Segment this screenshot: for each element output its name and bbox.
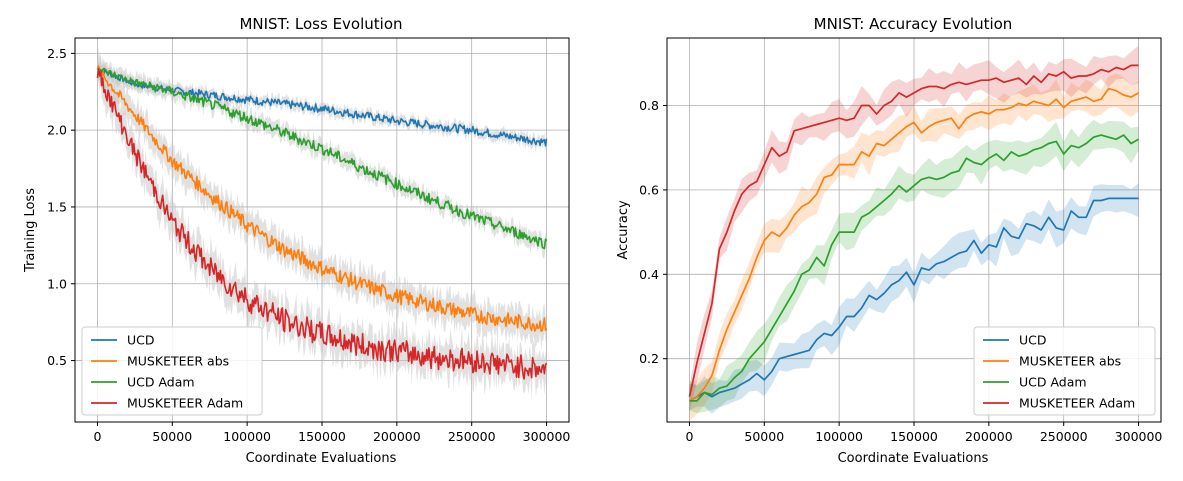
accuracy-x-tick-label: 0 <box>685 429 693 444</box>
loss-x-axis-label: Coordinate Evaluations <box>246 451 397 466</box>
accuracy-series-lines <box>688 64 1139 402</box>
loss-legend-label-musketeer-adam: MUSKETEER Adam <box>127 396 243 411</box>
loss-chart-title: MNIST: Loss Evolution <box>239 15 402 33</box>
accuracy-legend: UCD MUSKETEER abs UCD Adam MUSKETEER Adam <box>973 326 1156 416</box>
loss-line-musketeer-adam <box>96 67 548 380</box>
accuracy-y-tick-label: 0.6 <box>639 182 659 197</box>
loss-y-tick-label: 1.0 <box>47 276 67 291</box>
loss-chart: MNIST: Loss Evolution 0 50000 100000 150000… <box>23 15 570 466</box>
accuracy-line-ucd-adam <box>689 134 1139 402</box>
loss-y-tick-label: 1.5 <box>47 199 67 214</box>
loss-y-tick-label: 2.0 <box>47 123 67 138</box>
loss-y-tick-label: 2.5 <box>47 46 67 61</box>
loss-band-ucd <box>97 61 547 153</box>
accuracy-x-tick-label: 300000 <box>1115 429 1163 444</box>
accuracy-legend-label-ucd-adam: UCD Adam <box>1019 375 1087 390</box>
loss-legend-label-ucd-adam: UCD Adam <box>127 375 195 390</box>
loss-band-ucd-adam <box>97 59 547 259</box>
accuracy-band-ucd <box>689 183 1139 414</box>
loss-x-tick-label: 0 <box>93 429 101 444</box>
accuracy-chart-title: MNIST: Accuracy Evolution <box>814 15 1013 33</box>
loss-x-tick-label: 300000 <box>523 429 571 444</box>
loss-y-ticks: 0.5 1.0 1.5 2.0 2.5 <box>47 46 75 368</box>
accuracy-variance-bands <box>689 45 1139 422</box>
accuracy-line-musketeer-adam <box>688 64 1139 397</box>
accuracy-band-ucd-adam <box>689 119 1139 414</box>
loss-legend-label-ucd: UCD <box>127 333 155 348</box>
accuracy-legend-label-ucd: UCD <box>1019 333 1047 348</box>
accuracy-legend-label-musketeer-adam: MUSKETEER Adam <box>1019 396 1135 411</box>
accuracy-x-tick-label: 250000 <box>1040 429 1088 444</box>
accuracy-line-ucd <box>689 197 1139 402</box>
accuracy-x-tick-label: 50000 <box>744 429 784 444</box>
accuracy-x-axis-label: Coordinate Evaluations <box>838 451 989 466</box>
loss-line-ucd-adam <box>97 67 548 250</box>
loss-legend-box <box>81 326 263 416</box>
loss-x-tick-label: 50000 <box>152 429 192 444</box>
accuracy-line-musketeer-abs <box>689 87 1139 402</box>
accuracy-legend-box <box>973 326 1156 416</box>
accuracy-legend-label-musketeer-abs: MUSKETEER abs <box>1019 354 1121 369</box>
accuracy-chart: MNIST: Accuracy Evolution 0 50000 100000 15… <box>616 15 1162 466</box>
accuracy-y-tick-label: 0.8 <box>639 98 659 113</box>
loss-series-lines <box>96 65 548 380</box>
accuracy-band-musketeer-abs <box>689 73 1139 422</box>
accuracy-x-tick-label: 100000 <box>815 429 863 444</box>
accuracy-band-musketeer-adam <box>689 45 1139 412</box>
loss-x-tick-label: 100000 <box>223 429 271 444</box>
accuracy-y-axis-label: Accuracy <box>616 200 631 260</box>
accuracy-y-ticks: 0.2 0.4 0.6 0.8 <box>639 98 667 366</box>
loss-legend: UCD MUSKETEER abs UCD Adam MUSKETEER Adam <box>81 326 263 416</box>
accuracy-x-tick-label: 200000 <box>965 429 1013 444</box>
loss-y-axis-label: Training Loss <box>23 188 38 273</box>
loss-y-tick-label: 0.5 <box>47 353 67 368</box>
loss-legend-label-musketeer-abs: MUSKETEER abs <box>127 354 229 369</box>
loss-x-ticks: 0 50000 100000 150000 200000 250000 300000 <box>93 422 570 444</box>
accuracy-y-tick-label: 0.4 <box>639 267 659 282</box>
loss-band-musketeer-abs <box>97 48 547 351</box>
accuracy-y-tick-label: 0.2 <box>639 351 659 366</box>
loss-x-tick-label: 250000 <box>448 429 496 444</box>
accuracy-x-tick-label: 150000 <box>890 429 938 444</box>
loss-x-tick-label: 150000 <box>298 429 346 444</box>
loss-x-tick-label: 200000 <box>373 429 421 444</box>
loss-line-musketeer-abs <box>96 65 548 332</box>
accuracy-x-ticks: 0 50000 100000 150000 200000 250000 300000 <box>685 422 1162 444</box>
